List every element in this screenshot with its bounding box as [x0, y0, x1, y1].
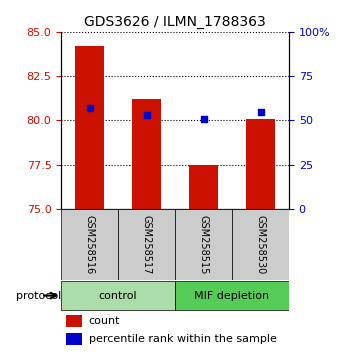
Text: control: control — [99, 291, 137, 301]
Bar — [66, 315, 82, 327]
Bar — [132, 99, 161, 209]
Text: GSM258516: GSM258516 — [85, 215, 95, 274]
Bar — [75, 46, 104, 209]
Text: percentile rank within the sample: percentile rank within the sample — [88, 334, 276, 344]
Point — [201, 116, 206, 121]
Text: count: count — [88, 316, 120, 326]
Point — [87, 105, 92, 111]
Point — [258, 109, 263, 114]
Text: GSM258517: GSM258517 — [142, 215, 152, 274]
Text: GSM258530: GSM258530 — [256, 215, 266, 274]
FancyBboxPatch shape — [232, 209, 289, 280]
Bar — [246, 119, 275, 209]
Text: protocol: protocol — [16, 291, 61, 301]
FancyBboxPatch shape — [118, 209, 175, 280]
Bar — [66, 333, 82, 345]
FancyBboxPatch shape — [61, 281, 175, 310]
Point — [144, 112, 149, 118]
Bar — [189, 165, 218, 209]
Text: GSM258515: GSM258515 — [199, 215, 208, 274]
Text: MIF depletion: MIF depletion — [194, 291, 270, 301]
FancyBboxPatch shape — [175, 281, 289, 310]
FancyBboxPatch shape — [175, 209, 232, 280]
FancyBboxPatch shape — [61, 209, 118, 280]
Title: GDS3626 / ILMN_1788363: GDS3626 / ILMN_1788363 — [84, 16, 266, 29]
